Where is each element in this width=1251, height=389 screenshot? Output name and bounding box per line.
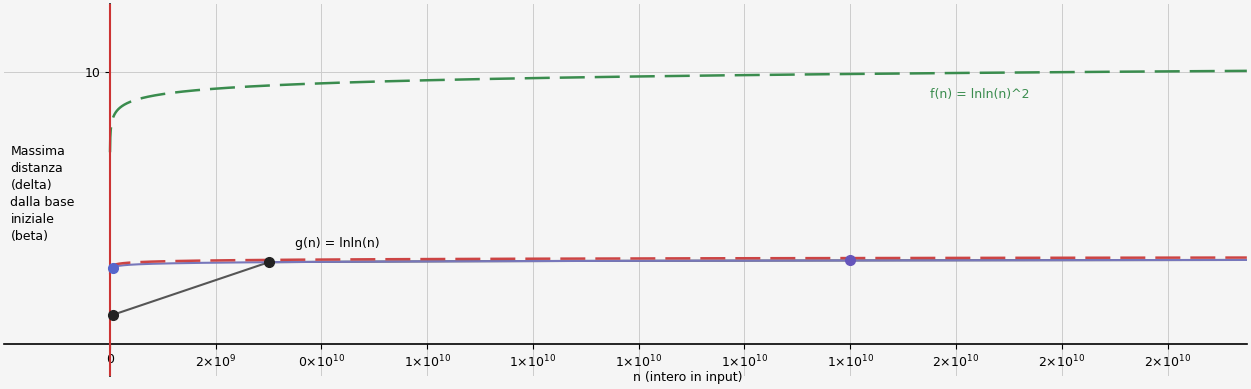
Text: n (intero in input): n (intero in input) (633, 371, 742, 384)
Text: g(n) = lnln(n): g(n) = lnln(n) (295, 237, 379, 250)
Text: f(n) = lnln(n)^2: f(n) = lnln(n)^2 (929, 88, 1030, 102)
Text: Massima
distanza
(delta)
dalla base
iniziale
(beta): Massima distanza (delta) dalla base iniz… (10, 145, 75, 243)
